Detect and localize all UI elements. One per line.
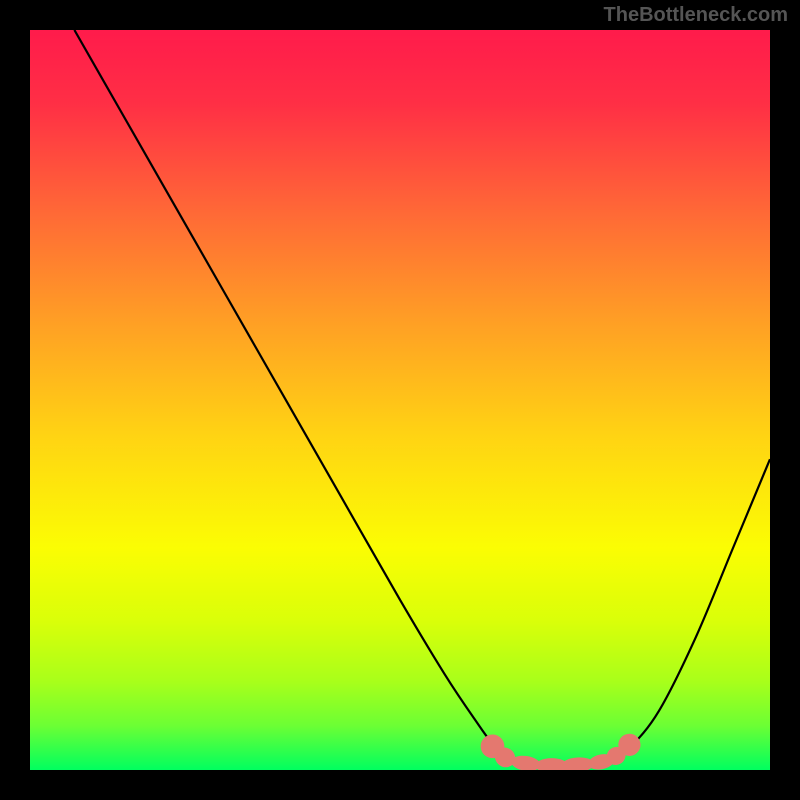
bottleneck-curve: [74, 30, 770, 766]
chart-curve-layer: [30, 30, 770, 770]
optimal-range-marker: [476, 729, 645, 770]
plot-area: [30, 30, 770, 770]
watermark-text: TheBottleneck.com: [604, 4, 788, 27]
